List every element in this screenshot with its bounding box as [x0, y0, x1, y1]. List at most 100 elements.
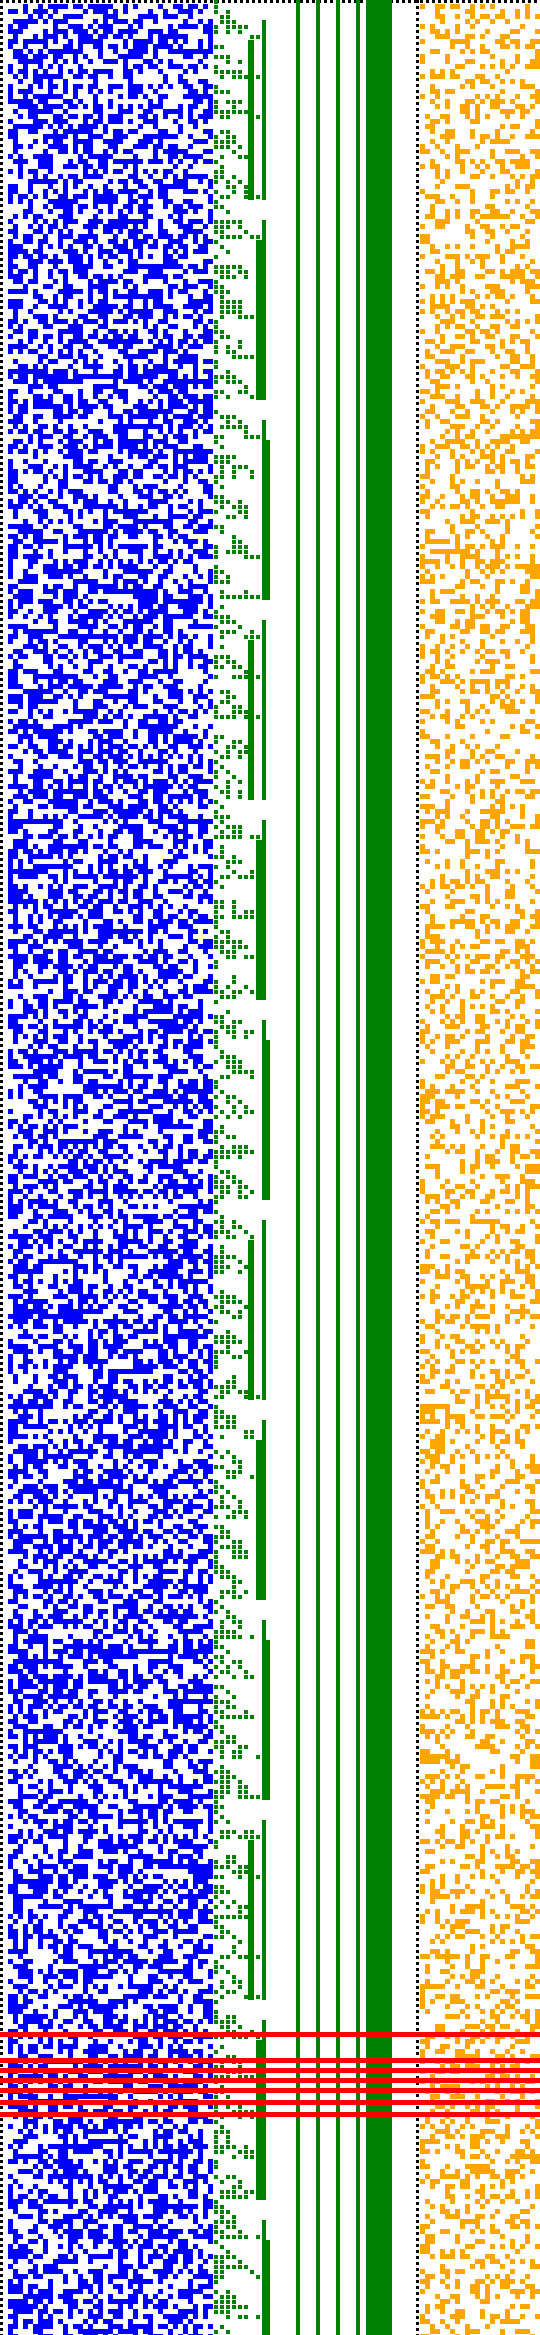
border-dot: [416, 186, 419, 189]
bit-cell: [153, 54, 158, 59]
bit-cell: [138, 14, 143, 19]
bit-cell: [58, 269, 63, 274]
bit-cell: [173, 644, 178, 649]
border-dot: [416, 1794, 419, 1797]
bit-cell: [88, 289, 93, 294]
bit-cell: [98, 774, 103, 779]
bit-cell: [143, 869, 148, 874]
border-dot: [150, 0, 153, 3]
bit-cell: [148, 919, 153, 924]
bit-cell: [103, 589, 108, 594]
bit-cell: [23, 209, 28, 214]
bit-cell: [33, 334, 38, 339]
bit-cell: [158, 454, 163, 459]
bit-cell: [143, 719, 148, 724]
bit-cell: [73, 184, 78, 189]
bit-cell: [108, 59, 113, 64]
border-dot: [416, 168, 419, 171]
bit-cell: [173, 669, 178, 674]
bit-cell: [88, 609, 93, 614]
border-dot: [0, 858, 3, 861]
bit-cell: [43, 159, 48, 164]
bit-cell: [58, 669, 63, 674]
bit-cell: [88, 449, 93, 454]
bit-cell: [58, 304, 63, 309]
bit-cell: [93, 529, 98, 534]
bit-cell: [58, 954, 63, 959]
bit-cell: [48, 79, 53, 84]
bit-cell: [118, 659, 123, 664]
bit-cell: [33, 869, 38, 874]
border-dot: [0, 1668, 3, 1671]
border-dot: [416, 2046, 419, 2049]
bit-cell: [178, 74, 183, 79]
bit-cell: [53, 254, 58, 259]
border-dot: [416, 822, 419, 825]
border-dot: [416, 1956, 419, 1959]
bit-cell: [178, 399, 183, 404]
bit-cell: [73, 874, 78, 879]
bit-cell: [133, 589, 138, 594]
bit-cell: [68, 164, 73, 169]
bit-cell: [53, 789, 58, 794]
bit-cell: [108, 804, 113, 809]
border-dot: [416, 948, 419, 951]
bit-cell: [203, 149, 208, 154]
bit-cell: [63, 929, 68, 934]
bit-cell: [78, 234, 83, 239]
bit-cell: [128, 454, 133, 459]
bit-cell: [168, 474, 173, 479]
bit-cell: [78, 314, 83, 319]
bit-cell: [193, 849, 198, 854]
border-dot: [416, 96, 419, 99]
border-dot: [416, 42, 419, 45]
border-dot: [0, 810, 3, 813]
bit-cell: [83, 149, 88, 154]
bit-cell: [58, 824, 63, 829]
bit-cell: [143, 519, 148, 524]
bit-cell: [128, 299, 133, 304]
bit-cell: [168, 814, 173, 819]
bit-cell: [38, 359, 43, 364]
bit-cell: [28, 114, 33, 119]
bit-cell: [58, 369, 63, 374]
bit-cell: [133, 544, 138, 549]
bit-cell: [88, 174, 93, 179]
bit-cell: [93, 734, 98, 739]
bit-cell: [43, 899, 48, 904]
bit-cell: [148, 274, 153, 279]
bit-cell: [108, 454, 113, 459]
bit-cell: [108, 219, 113, 224]
bit-cell: [133, 984, 138, 989]
bit-cell: [53, 504, 58, 509]
bit-cell: [98, 744, 103, 749]
bit-cell: [18, 364, 23, 369]
bit-cell: [163, 719, 168, 724]
border-dot: [416, 1932, 419, 1935]
bit-cell: [193, 784, 198, 789]
bit-cell: [23, 534, 28, 539]
border-dot: [416, 1878, 419, 1881]
bit-cell: [108, 344, 113, 349]
bit-cell: [68, 209, 73, 214]
bit-cell: [93, 9, 98, 14]
bit-cell: [198, 754, 203, 759]
bit-cell: [28, 494, 33, 499]
bit-cell: [188, 869, 193, 874]
bit-cell: [8, 24, 13, 29]
bit-cell: [158, 654, 163, 659]
bit-cell: [18, 994, 23, 999]
bit-cell: [168, 64, 173, 69]
bit-cell: [173, 489, 178, 494]
border-dot: [416, 2010, 419, 2013]
bit-cell: [153, 294, 158, 299]
bit-cell: [13, 129, 18, 134]
bit-cell: [133, 379, 138, 384]
bit-cell: [88, 124, 93, 129]
bit-cell: [108, 719, 113, 724]
bit-cell: [168, 14, 173, 19]
bit-cell: [133, 294, 138, 299]
bit-cell: [128, 364, 133, 369]
border-dot: [416, 2154, 419, 2157]
bit-cell: [138, 519, 143, 524]
